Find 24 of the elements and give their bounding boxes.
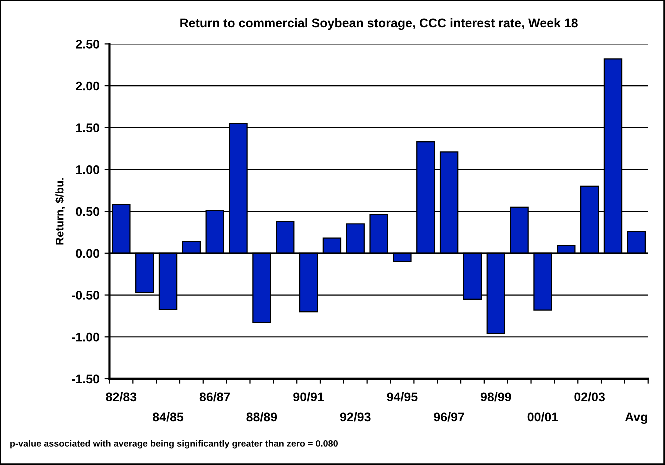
y-tick-label: 1.00 xyxy=(76,166,100,174)
x-tick-label: 94/95 xyxy=(387,392,418,402)
x-tick-label: 96/97 xyxy=(434,412,464,422)
y-tick-label: -0.50 xyxy=(72,291,100,300)
text: p-value associated with average being significantly greater than zero = 0.080 xyxy=(10,440,338,449)
x-tick-label: 92/93 xyxy=(340,412,371,422)
x-tick-label: 82/83 xyxy=(106,392,137,402)
x-tick-label: 88/89 xyxy=(246,412,278,422)
x-tick-label: 02/03 xyxy=(574,392,606,402)
y-tick-label: -1.00 xyxy=(72,332,100,342)
chart-title: Return to commercial Soybean storage, CCC interest rate, Week 18 xyxy=(180,18,578,30)
y-tick-label: 0.50 xyxy=(76,207,100,216)
y-tick-label: 2.50 xyxy=(76,40,100,49)
x-tick-label: 00/01 xyxy=(528,412,558,422)
y-tick-label: 0.00 xyxy=(76,249,100,258)
y-tick-label: 2.00 xyxy=(76,82,100,91)
x-tick-label: 98/99 xyxy=(480,392,512,402)
x-tick-label: 90/91 xyxy=(294,392,324,402)
y-tick-label: 1.50 xyxy=(76,124,100,133)
x-tick-label: 84/85 xyxy=(153,412,184,422)
x-tick-label: Avg xyxy=(625,412,648,424)
x-tick-label: 86/87 xyxy=(200,392,230,402)
y-axis-title: Return, $/bu. xyxy=(55,178,66,245)
y-tick-label: -1.50 xyxy=(72,374,100,384)
